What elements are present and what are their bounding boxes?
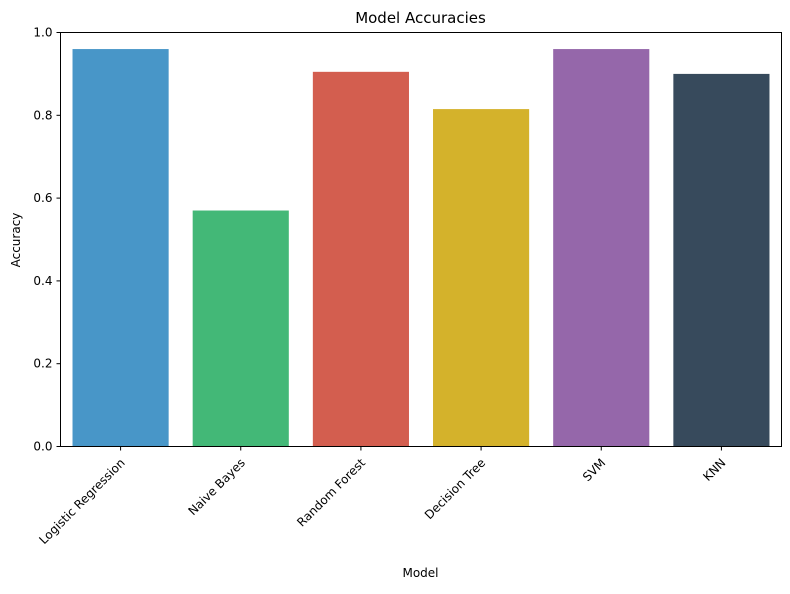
x-tick-label: Logistic Regression bbox=[36, 456, 127, 547]
y-tick-label: 0.4 bbox=[33, 274, 52, 288]
bars-layer bbox=[73, 49, 770, 446]
y-axis-ticks: 0.0 0.2 0.4 0.6 0.8 1.0 bbox=[33, 26, 60, 454]
x-tick-label: Decision Tree bbox=[422, 456, 488, 522]
y-tick-label: 0.6 bbox=[33, 191, 52, 205]
y-axis-label: Accuracy bbox=[9, 213, 23, 268]
y-tick-label: 0.2 bbox=[33, 357, 52, 371]
bar-decision-tree bbox=[433, 109, 529, 446]
y-tick-label: 0.8 bbox=[33, 108, 52, 122]
bar-random-forest bbox=[313, 72, 409, 447]
x-tick-label: KNN bbox=[700, 456, 728, 484]
bar-knn bbox=[673, 74, 769, 447]
x-tick-label: Random Forest bbox=[294, 456, 368, 530]
x-axis-ticks: Logistic Regression Naive Bayes Random For… bbox=[36, 447, 728, 548]
x-axis-label: Model bbox=[402, 566, 438, 580]
bar-logistic-regression bbox=[73, 49, 169, 446]
y-tick-label: 1.0 bbox=[33, 26, 52, 40]
x-tick-label: Naive Bayes bbox=[185, 456, 247, 518]
chart-title: Model Accuracies bbox=[355, 9, 486, 27]
x-tick-label: SVM bbox=[580, 456, 608, 484]
bar-naive-bayes bbox=[193, 211, 289, 447]
y-tick-label: 0.0 bbox=[33, 440, 52, 454]
bar-svm bbox=[553, 49, 649, 446]
